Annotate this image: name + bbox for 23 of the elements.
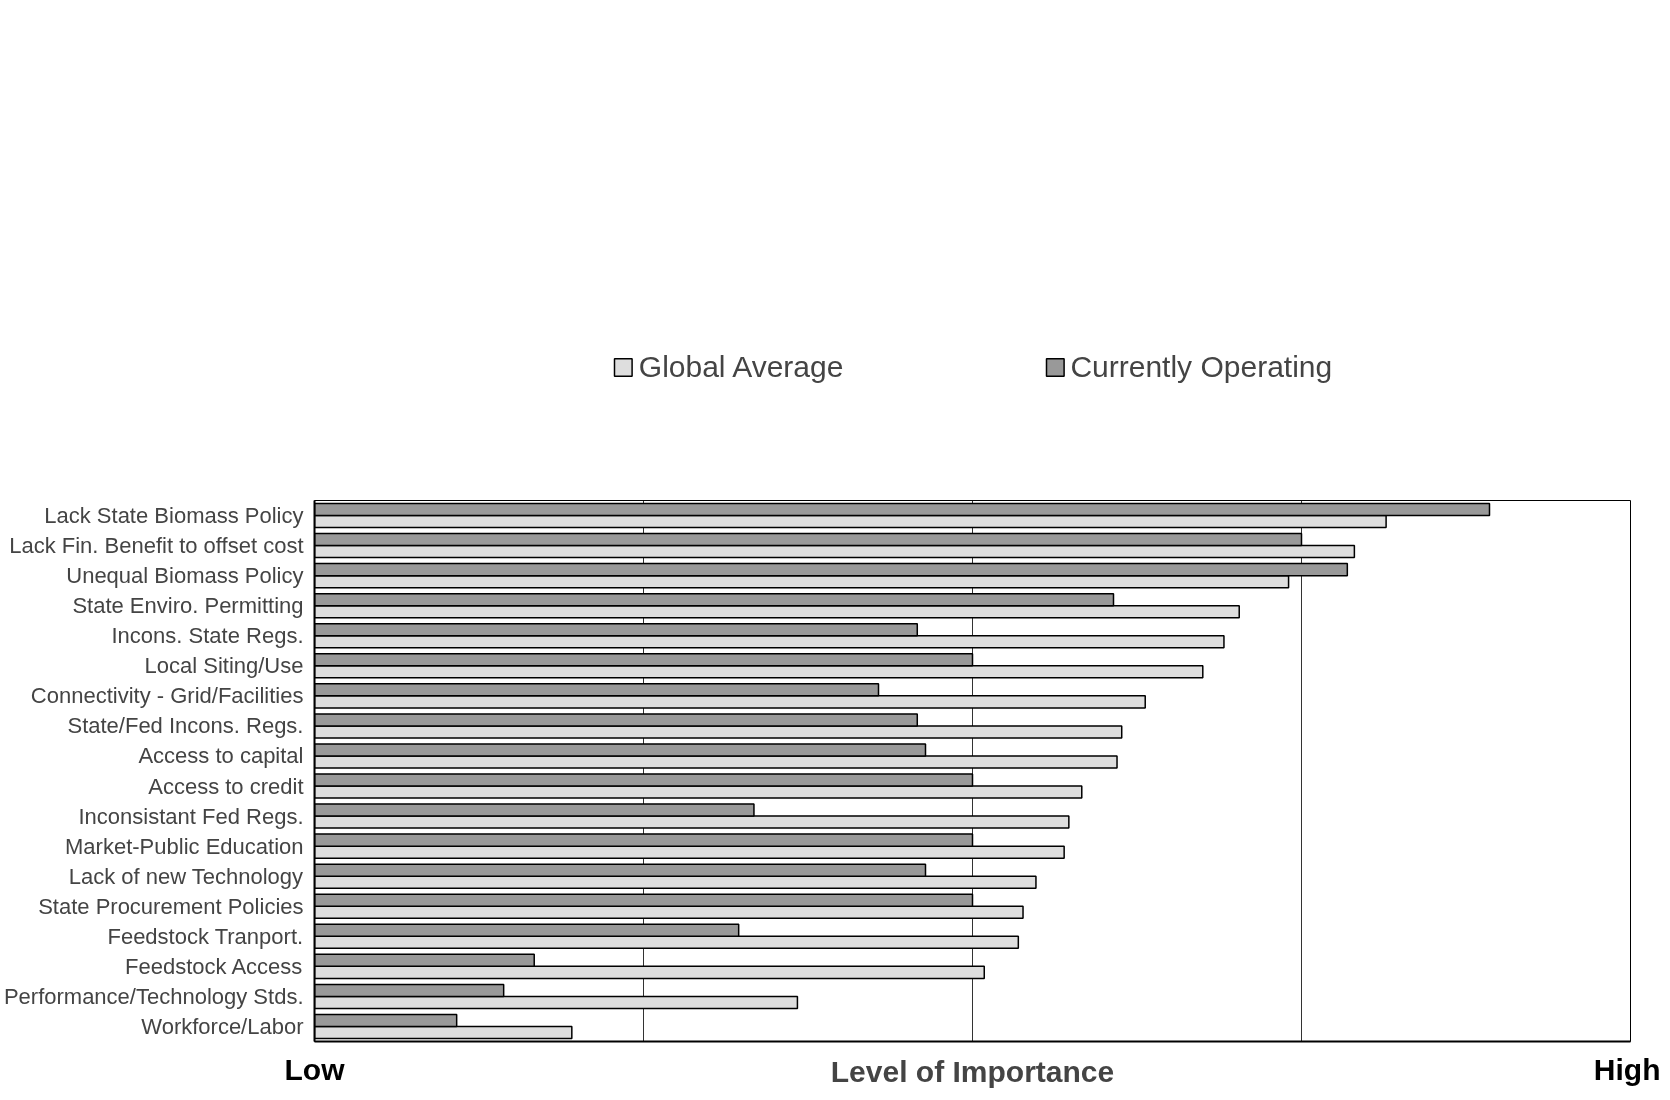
y-tick-label: Performance/Technology Stds. xyxy=(3,983,304,1009)
y-tick-label: Market-Public Education xyxy=(65,833,304,859)
x-axis-title: Level of Importance xyxy=(830,1054,1115,1088)
legend-label: Global Average xyxy=(638,349,844,384)
y-tick-label: Unequal Biomass Policy xyxy=(66,563,304,589)
y-tick-label: State Procurement Policies xyxy=(38,893,304,919)
text: High xyxy=(1593,1052,1661,1086)
y-tick-label: Lack State Biomass Policy xyxy=(44,503,304,529)
y-tick-label: Feedstock Access xyxy=(124,953,303,979)
y-tick-label: Connectivity - Grid/Facilities xyxy=(30,683,304,709)
legend-label: Currently Operating xyxy=(1070,349,1333,384)
y-tick-label: State Enviro. Permitting xyxy=(72,593,304,619)
y-tick-label: Workforce/Labor xyxy=(141,1013,304,1039)
y-tick-label: Inconsistant Fed Regs. xyxy=(78,803,304,829)
y-tick-label: Lack of new Technology xyxy=(68,863,304,889)
text: Low xyxy=(284,1052,346,1086)
y-tick-label: Lack Fin. Benefit to offset cost xyxy=(9,533,304,559)
y-tick-label: State/Fed Incons. Regs. xyxy=(67,713,304,739)
y-tick-label: Access to credit xyxy=(148,773,304,799)
y-tick-label: Incons. State Regs. xyxy=(111,623,304,649)
y-tick-label: Feedstock Tranport. xyxy=(107,923,304,949)
y-tick-label: Local Siting/Use xyxy=(144,653,304,679)
y-tick-label: Access to capital xyxy=(138,743,304,769)
